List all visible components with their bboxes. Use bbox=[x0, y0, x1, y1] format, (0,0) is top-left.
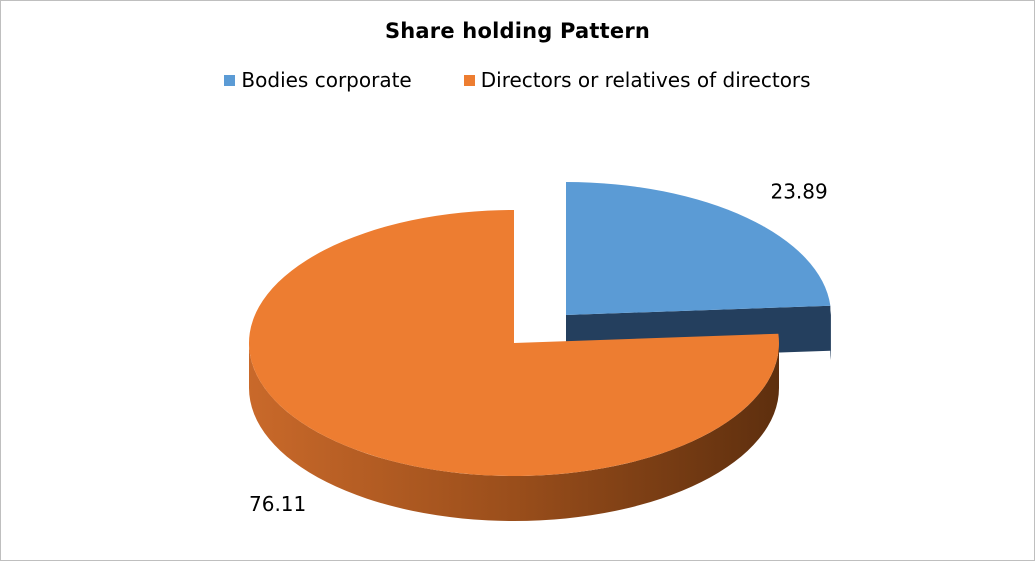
slice-bodies-corporate bbox=[566, 182, 831, 315]
legend-item-bodies-corporate: Bodies corporate bbox=[224, 68, 412, 92]
legend-item-directors: Directors or relatives of directors bbox=[463, 68, 811, 92]
legend-label-directors: Directors or relatives of directors bbox=[480, 68, 811, 92]
data-label-directors: 76.11 bbox=[249, 492, 306, 516]
data-label-bodies-corporate: 23.89 bbox=[770, 180, 827, 204]
slice-side-bodies-corporate-rim bbox=[830, 305, 831, 360]
legend-swatch-directors bbox=[463, 74, 475, 86]
legend-label-bodies-corporate: Bodies corporate bbox=[241, 68, 412, 92]
legend-swatch-bodies-corporate bbox=[224, 74, 236, 86]
chart-legend: Bodies corporate Directors or relatives … bbox=[1, 68, 1034, 92]
chart-title: Share holding Pattern bbox=[384, 19, 651, 43]
pie-slices bbox=[248, 182, 831, 521]
slice-directors bbox=[248, 210, 780, 477]
slice-side-directors bbox=[249, 343, 779, 521]
